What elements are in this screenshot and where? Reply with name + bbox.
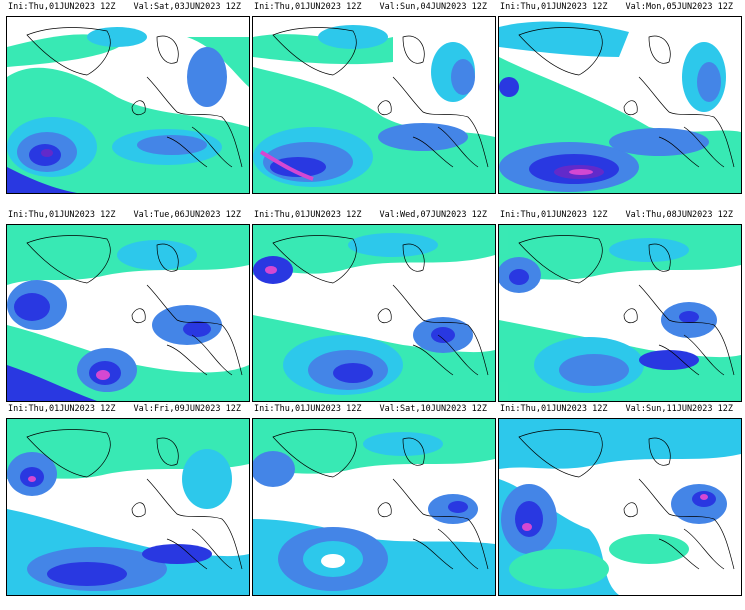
forecast-panel-3: Ini:Thu,01JUN2023 12Z Val:Mon,05JUN2023 … <box>492 0 742 196</box>
precip-map <box>498 16 742 194</box>
val-value: Thu,08JUN2023 12Z <box>646 210 733 220</box>
panel-header: Ini:Thu,01JUN2023 12Z Val:Tue,06JUN2023 … <box>0 208 245 222</box>
val-label: Val: <box>625 210 646 220</box>
val-value: Sat,10JUN2023 12Z <box>400 404 487 414</box>
forecast-panel-7: Ini:Thu,01JUN2023 12Z Val:Fri,09JUN2023 … <box>0 402 250 598</box>
val-label: Val: <box>625 404 646 414</box>
precip-map <box>498 224 742 402</box>
panel-header: Ini:Thu,01JUN2023 12Z Val:Sun,11JUN2023 … <box>492 402 737 416</box>
precip-field <box>253 225 495 401</box>
precip-map <box>6 224 250 402</box>
forecast-panel-2: Ini:Thu,01JUN2023 12Z Val:Sun,04JUN2023 … <box>246 0 496 196</box>
precip-field <box>7 419 249 595</box>
precip-field <box>7 225 249 401</box>
precip-map <box>6 418 250 596</box>
val-value: Sat,03JUN2023 12Z <box>154 2 241 12</box>
ini-label: Ini: <box>8 404 29 414</box>
precip-field <box>499 225 741 401</box>
forecast-panel-5: Ini:Thu,01JUN2023 12Z Val:Wed,07JUN2023 … <box>246 208 496 404</box>
val-value: Sun,11JUN2023 12Z <box>646 404 733 414</box>
ini-label: Ini: <box>254 2 275 12</box>
val-label: Val: <box>379 210 400 220</box>
precip-map <box>252 224 496 402</box>
panel-header: Ini:Thu,01JUN2023 12Z Val:Wed,07JUN2023 … <box>246 208 491 222</box>
ini-value: Thu,01JUN2023 12Z <box>520 210 608 220</box>
val-label: Val: <box>625 2 646 12</box>
precip-field <box>499 21 741 193</box>
ini-label: Ini: <box>8 2 29 12</box>
panel-header: Ini:Thu,01JUN2023 12Z Val:Sun,04JUN2023 … <box>246 0 491 14</box>
val-label: Val: <box>379 404 400 414</box>
panel-header: Ini:Thu,01JUN2023 12Z Val:Fri,09JUN2023 … <box>0 402 245 416</box>
panel-header: Ini:Thu,01JUN2023 12Z Val:Sat,10JUN2023 … <box>246 402 491 416</box>
val-label: Val: <box>133 210 154 220</box>
panel-header: Ini:Thu,01JUN2023 12Z Val:Mon,05JUN2023 … <box>492 0 737 14</box>
forecast-panel-9: Ini:Thu,01JUN2023 12Z Val:Sun,11JUN2023 … <box>492 402 742 598</box>
forecast-panel-1: Ini:Thu,01JUN2023 12Z Val:Sat,03JUN2023 … <box>0 0 250 196</box>
ini-value: Thu,01JUN2023 12Z <box>520 404 608 414</box>
ini-value: Thu,01JUN2023 12Z <box>28 2 116 12</box>
ini-label: Ini: <box>500 404 521 414</box>
ini-value: Thu,01JUN2023 12Z <box>28 404 116 414</box>
ini-label: Ini: <box>500 2 521 12</box>
ini-label: Ini: <box>254 404 275 414</box>
ini-label: Ini: <box>8 210 29 220</box>
ini-value: Thu,01JUN2023 12Z <box>274 404 362 414</box>
ini-value: Thu,01JUN2023 12Z <box>520 2 608 12</box>
panel-header: Ini:Thu,01JUN2023 12Z Val:Sat,03JUN2023 … <box>0 0 245 14</box>
val-value: Wed,07JUN2023 12Z <box>400 210 487 220</box>
val-label: Val: <box>133 404 154 414</box>
precip-map <box>498 418 742 596</box>
val-label: Val: <box>133 2 154 12</box>
precip-field <box>499 419 741 595</box>
forecast-panel-6: Ini:Thu,01JUN2023 12Z Val:Thu,08JUN2023 … <box>492 208 742 404</box>
val-value: Fri,09JUN2023 12Z <box>154 404 241 414</box>
panel-header: Ini:Thu,01JUN2023 12Z Val:Thu,08JUN2023 … <box>492 208 737 222</box>
ini-value: Thu,01JUN2023 12Z <box>274 210 362 220</box>
val-value: Sun,04JUN2023 12Z <box>400 2 487 12</box>
precip-map <box>252 16 496 194</box>
val-value: Tue,06JUN2023 12Z <box>154 210 241 220</box>
precip-map <box>252 418 496 596</box>
precip-field <box>253 25 495 193</box>
val-label: Val: <box>379 2 400 12</box>
ini-value: Thu,01JUN2023 12Z <box>28 210 116 220</box>
ini-value: Thu,01JUN2023 12Z <box>274 2 362 12</box>
precip-field <box>253 419 495 595</box>
ini-label: Ini: <box>254 210 275 220</box>
val-value: Mon,05JUN2023 12Z <box>646 2 733 12</box>
precip-map <box>6 16 250 194</box>
ini-label: Ini: <box>500 210 521 220</box>
precip-field <box>7 27 249 193</box>
forecast-panel-4: Ini:Thu,01JUN2023 12Z Val:Tue,06JUN2023 … <box>0 208 250 404</box>
forecast-panel-8: Ini:Thu,01JUN2023 12Z Val:Sat,10JUN2023 … <box>246 402 496 598</box>
